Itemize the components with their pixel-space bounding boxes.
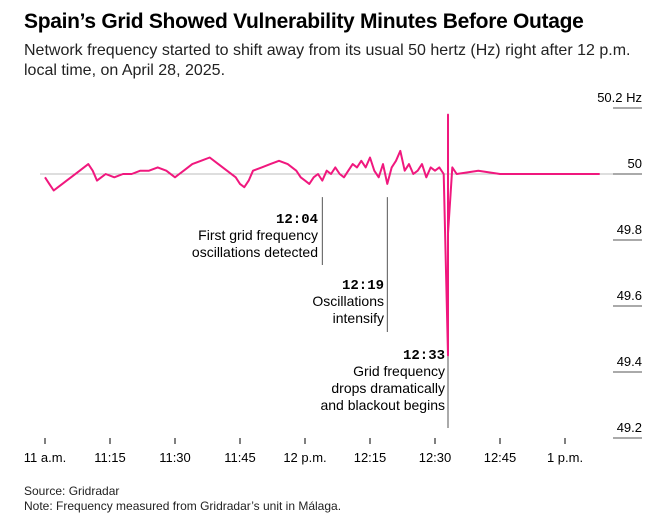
source-note: Source: Gridradar	[24, 484, 120, 498]
y-tick-label: 49.2	[617, 420, 642, 435]
annotation-text: Oscillations	[312, 293, 384, 309]
annotation-text: and blackout begins	[320, 397, 445, 413]
x-tick-label: 11:30	[159, 450, 191, 465]
footnote: Note: Frequency measured from Gridradar’…	[24, 499, 342, 513]
y-tick-label: 49.4	[617, 354, 642, 369]
x-tick-label: 11:15	[94, 450, 126, 465]
annotation-time: 12:19	[342, 278, 384, 294]
chart-subtitle: Network frequency started to shift away …	[24, 42, 631, 79]
series-group	[44, 113, 600, 357]
x-axis: 11 a.m. 11:15 11:30 11:45 12 p.m. 12:15 12:30 1…	[24, 438, 583, 465]
chart-title: Spain’s Grid Showed Vulnerability Minute…	[24, 10, 584, 33]
annotation-text: drops dramatically	[331, 380, 445, 396]
y-tick-label: 50	[628, 156, 642, 171]
x-tick-label: 12:30	[419, 450, 452, 465]
x-tick-label: 1 p.m.	[547, 450, 583, 465]
frequency-series-line	[44, 113, 600, 357]
annotation-text: intensify	[333, 310, 384, 326]
y-tick-label: 49.8	[617, 222, 642, 237]
x-tick-label: 11:45	[224, 450, 256, 465]
y-tick-label: 50.2 Hz	[597, 90, 642, 105]
x-tick-label: 12:45	[484, 450, 517, 465]
annotation-time: 12:33	[403, 348, 445, 364]
x-tick-label: 12 p.m.	[283, 450, 326, 465]
y-gridlines	[613, 107, 642, 439]
annotation-text: First grid frequency	[198, 227, 318, 243]
y-axis: 50.2 Hz 50 49.8 49.6 49.4 49.2	[597, 90, 642, 435]
annotation-text: oscillations detected	[192, 244, 318, 260]
annotation-time: 12:04	[276, 212, 318, 228]
x-tick-label: 12:15	[354, 450, 387, 465]
annotation-text: Grid frequency	[353, 363, 445, 379]
x-tick-label: 11 a.m.	[24, 450, 66, 465]
y-tick-label: 49.6	[617, 288, 642, 303]
